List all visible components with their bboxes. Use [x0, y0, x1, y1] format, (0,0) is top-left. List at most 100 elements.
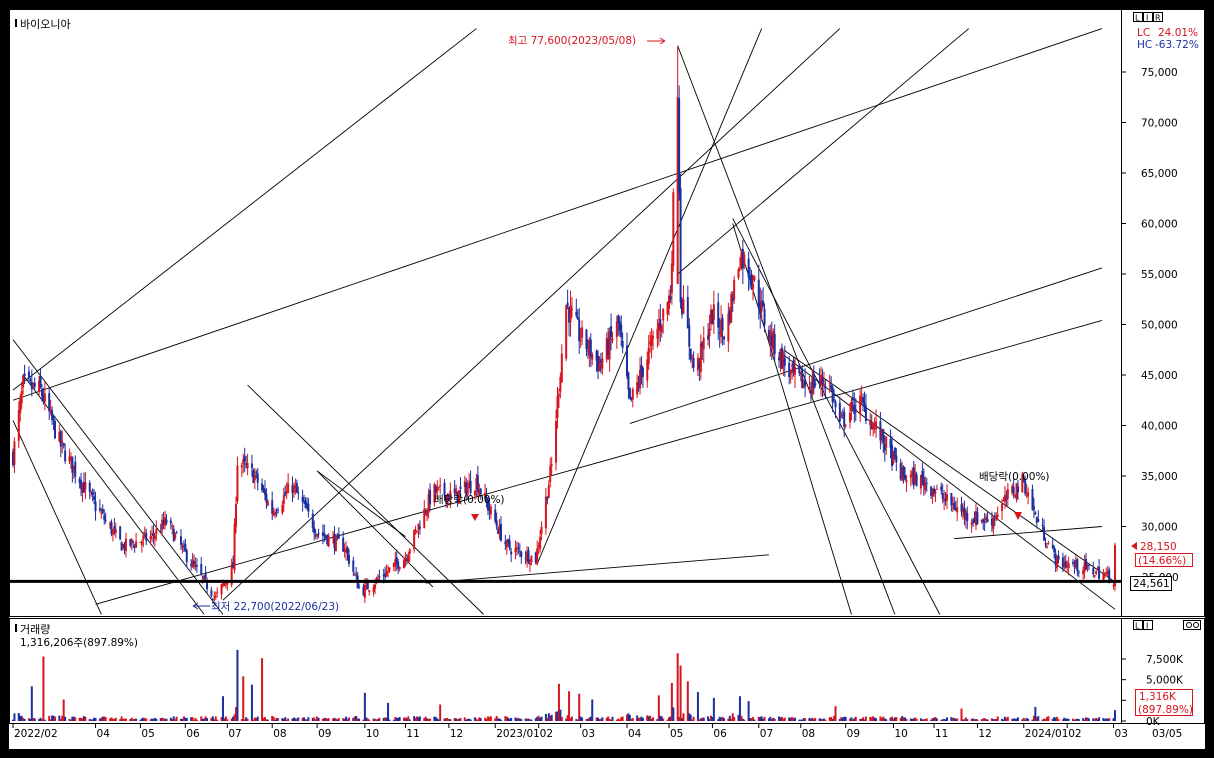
candle-body — [245, 463, 248, 465]
candle-body — [113, 526, 116, 530]
volume-bar — [388, 719, 391, 721]
volume-bar — [240, 719, 243, 721]
volume-bar — [802, 718, 805, 721]
volume-bar — [1066, 718, 1069, 721]
candle-body — [556, 396, 559, 418]
volume-bar — [682, 713, 685, 721]
trend-line[interactable] — [12, 28, 477, 391]
candle-body — [1056, 555, 1059, 569]
candle-body — [537, 545, 540, 547]
volume-tick-label: 5,000K — [1146, 675, 1184, 687]
volume-bar — [892, 718, 895, 721]
trend-line[interactable] — [12, 28, 1103, 401]
candle-body — [1005, 498, 1008, 500]
candle-body — [261, 483, 264, 491]
candle-body — [682, 299, 685, 314]
volume-bar — [854, 716, 857, 721]
trend-line[interactable] — [316, 470, 434, 588]
candle-body — [1066, 565, 1069, 567]
y-tick-label: 45,000 — [1141, 370, 1178, 382]
candle-body — [206, 580, 209, 590]
volume-bar — [524, 718, 527, 721]
panel-icons[interactable]: L I R — [1133, 12, 1163, 23]
volume-bar — [833, 715, 836, 721]
candle-body — [760, 300, 763, 312]
candle-body — [407, 554, 410, 563]
volume-bar — [515, 718, 518, 721]
candle-body — [935, 488, 938, 490]
candle-body — [12, 451, 14, 466]
candle-body — [271, 500, 274, 514]
trend-line[interactable] — [316, 470, 406, 537]
volume-bar — [250, 684, 253, 721]
trend-line[interactable] — [95, 320, 1103, 605]
volume-bar — [727, 718, 730, 721]
volume-tick-label: 0K — [1146, 716, 1161, 728]
volume-bar — [740, 715, 743, 721]
volume-bar — [738, 696, 741, 721]
candle-body — [637, 383, 640, 386]
zoom-in-icon[interactable] — [1186, 622, 1192, 628]
x-tick-label: 10 — [366, 728, 379, 740]
volume-bar — [277, 718, 280, 721]
candle-body — [660, 325, 663, 333]
trend-line[interactable] — [12, 339, 224, 615]
volume-bar — [119, 719, 122, 721]
x-tick-label: 04 — [628, 728, 642, 740]
candle-body — [1002, 499, 1005, 501]
candle-body — [850, 401, 853, 412]
vol-icon-i[interactable] — [1143, 620, 1153, 630]
volume-bar — [964, 717, 967, 721]
volume-bar — [1016, 717, 1019, 721]
volume-bar — [88, 718, 91, 721]
icon-r[interactable] — [1153, 12, 1163, 22]
candle-body — [615, 321, 618, 338]
candle-body — [365, 583, 368, 585]
trend-line[interactable] — [536, 28, 763, 565]
icon-i[interactable] — [1143, 12, 1153, 22]
candle-body — [641, 367, 644, 378]
trend-line[interactable] — [629, 267, 1103, 424]
volume-bar — [611, 716, 614, 721]
volume-bar — [864, 716, 867, 721]
vol-icon-l[interactable] — [1133, 620, 1143, 630]
trend-line[interactable] — [732, 218, 941, 615]
candle-body — [500, 524, 503, 541]
candle-body — [670, 264, 673, 294]
trend-line[interactable] — [425, 554, 769, 584]
candle-body — [801, 369, 804, 389]
candle-body — [954, 508, 957, 511]
volume-bar — [334, 718, 337, 721]
trend-line[interactable] — [222, 28, 841, 601]
title-marker — [15, 19, 17, 27]
trend-line[interactable] — [247, 384, 484, 615]
zoom-out-icon[interactable] — [1193, 622, 1199, 628]
volume-bar — [652, 717, 655, 721]
trend-line[interactable] — [954, 526, 1103, 540]
trend-line[interactable] — [677, 28, 970, 275]
volume-bar — [808, 717, 811, 721]
icon-l[interactable] — [1133, 12, 1143, 22]
volume-panel-icons[interactable]: L I — [1133, 620, 1201, 631]
candle-body — [750, 274, 753, 286]
x-tick-label: 06 — [186, 728, 200, 740]
candle-body — [1035, 517, 1038, 523]
dividend-label-2: 배당락(0.00%) — [979, 471, 1050, 483]
volume-bar — [544, 714, 547, 721]
candle-body — [1112, 585, 1115, 587]
volume-bar — [617, 718, 620, 721]
candle-body — [265, 493, 268, 503]
hline-value-box[interactable] — [1130, 576, 1172, 591]
current-change-box — [1135, 553, 1193, 567]
volume-bars — [12, 649, 1116, 721]
volume-bar — [737, 714, 740, 721]
trend-line[interactable] — [783, 354, 1116, 610]
trend-line[interactable] — [677, 45, 896, 615]
candle-body — [639, 369, 642, 389]
candle-body — [151, 533, 154, 535]
volume-bar — [252, 719, 255, 721]
volume-bar — [19, 715, 22, 721]
candle-body — [733, 280, 736, 300]
trend-line[interactable] — [783, 349, 1116, 583]
candle-body — [101, 508, 104, 513]
